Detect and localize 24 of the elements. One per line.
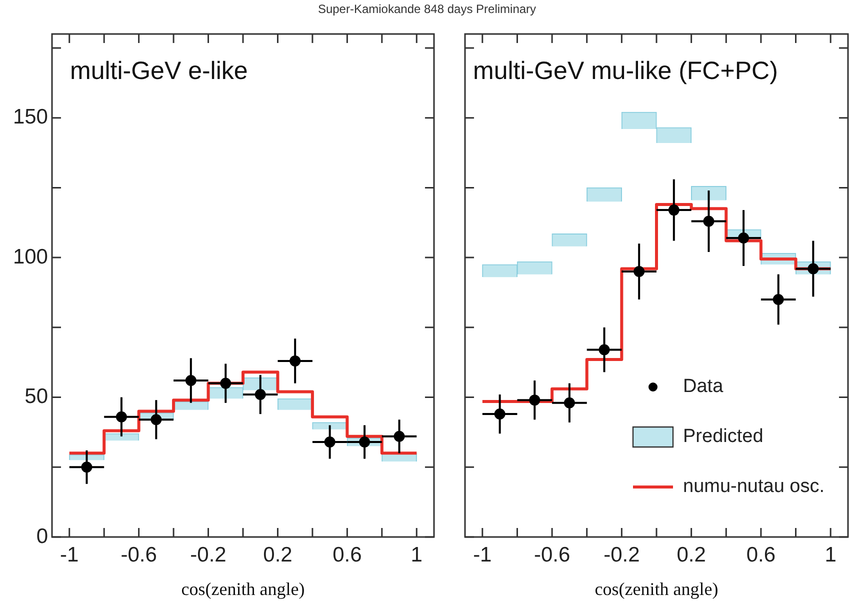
x-tick-label: 0.2 bbox=[676, 543, 706, 566]
y-tick-label: 50 bbox=[24, 385, 48, 408]
x-tick-label: -0.2 bbox=[190, 543, 226, 566]
x-tick-label: -0.2 bbox=[604, 543, 640, 566]
y-tick-label: 0 bbox=[36, 524, 48, 548]
x-tick-label: -0.6 bbox=[120, 543, 157, 566]
legend-label: Data bbox=[683, 376, 724, 398]
x-tick-label: 1 bbox=[824, 543, 836, 566]
x-axis-title: cos(zenith angle) bbox=[181, 578, 305, 599]
annotation: multi-GeV e-like bbox=[70, 57, 248, 85]
annotation: multi-GeV mu-like (FC+PC) bbox=[473, 57, 778, 85]
x-tick-label: -1 bbox=[60, 543, 79, 566]
x-tick-label: 0.2 bbox=[263, 543, 292, 566]
x-axis-title: cos(zenith angle) bbox=[594, 578, 718, 599]
legend-label: Predicted bbox=[683, 426, 764, 448]
y-tick-label: 150 bbox=[12, 106, 48, 129]
x-tick-label: 0.6 bbox=[746, 543, 776, 566]
chart-title: Super-Kamiokande 848 days Preliminary bbox=[316, 2, 538, 16]
x-tick-label: -1 bbox=[473, 543, 492, 566]
x-tick-label: -0.6 bbox=[534, 543, 570, 566]
y-tick-label: 100 bbox=[12, 245, 48, 268]
x-tick-label: 1 bbox=[410, 543, 422, 566]
x-tick-label: 0.6 bbox=[332, 543, 362, 566]
legend-label: numu-nutau osc. bbox=[683, 476, 825, 498]
